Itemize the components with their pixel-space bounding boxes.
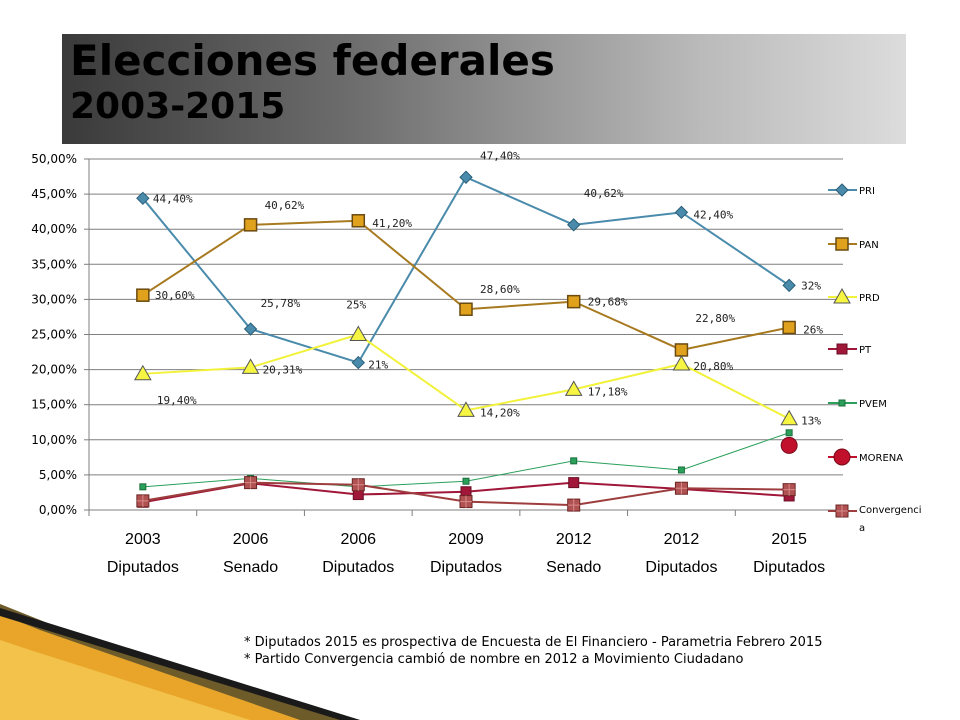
legend-marker-pan xyxy=(835,237,849,251)
x-tick-label: Diputados xyxy=(430,559,502,576)
point-pri xyxy=(136,191,150,206)
point-pri xyxy=(459,170,473,184)
data-label-pan: 28,60% xyxy=(480,283,520,296)
point-pan xyxy=(566,294,581,309)
point-pri xyxy=(674,205,689,220)
y-tick-label: 25,00% xyxy=(31,328,77,342)
y-tick-label: 10,00% xyxy=(31,433,77,447)
x-tick-label: Diputados xyxy=(753,559,825,576)
legend-label-pri: PRI xyxy=(859,186,875,197)
legend-label-prd: PRD xyxy=(859,293,880,304)
point-pan xyxy=(459,302,473,316)
y-tick-label: 15,00% xyxy=(31,398,77,412)
data-label-prd: 17,18% xyxy=(588,385,628,398)
legend-marker-pri xyxy=(835,183,849,197)
x-tick-year: 2006 xyxy=(233,531,269,548)
data-label-pri: 47,40% xyxy=(480,149,520,162)
y-tick-label: 40,00% xyxy=(31,222,77,236)
data-label-pan: 29,68% xyxy=(588,296,628,309)
x-tick-label: Senado xyxy=(546,559,601,576)
data-label-prd: 20,31% xyxy=(263,363,303,376)
data-label-pan: 26% xyxy=(803,323,823,336)
legend-marker-morena xyxy=(833,448,851,466)
footnotes: * Diputados 2015 es prospectiva de Encue… xyxy=(244,634,822,668)
y-tick-label: 20,00% xyxy=(31,363,77,377)
point-pt xyxy=(568,477,580,489)
x-tick-year: 2012 xyxy=(556,531,592,548)
x-tick-year: 2012 xyxy=(664,531,700,548)
point-prd xyxy=(672,354,691,371)
data-label-pri: 21% xyxy=(368,359,388,372)
data-label-pri: 32% xyxy=(801,279,821,292)
x-tick-year: 2003 xyxy=(125,531,161,548)
x-tick-year: 2015 xyxy=(771,531,807,548)
data-label-prd: 13% xyxy=(801,415,821,428)
title-line-1: Elecciones federales xyxy=(70,36,555,85)
point-pvem xyxy=(785,429,793,437)
legend-label-pvem: PVEM xyxy=(859,399,887,410)
y-tick-label: 5,00% xyxy=(39,468,77,482)
data-label-pri: 42,40% xyxy=(693,208,733,221)
y-tick-label: 45,00% xyxy=(31,187,77,201)
point-pvem xyxy=(570,457,578,465)
data-label-pan: 40,62% xyxy=(265,199,305,212)
data-label-pri: 40,62% xyxy=(584,187,624,200)
legend-marker-pt xyxy=(836,343,848,355)
footnote-2: * Partido Convergencia cambió de nombre … xyxy=(244,652,744,667)
legend-label-pt: PT xyxy=(859,345,872,356)
legend-marker-pvem xyxy=(838,399,846,407)
data-label-pan: 22,80% xyxy=(695,312,735,325)
point-prd xyxy=(349,325,368,341)
point-morena xyxy=(780,436,798,454)
title-banner: Elecciones federales 2003-2015 xyxy=(62,34,906,144)
x-tick-label: Diputados xyxy=(107,559,179,576)
legend-marker-prd xyxy=(833,287,851,304)
point-pvem xyxy=(139,483,147,491)
data-label-pan: 41,20% xyxy=(372,217,412,230)
point-pri xyxy=(782,278,796,293)
point-pan xyxy=(243,218,258,232)
data-label-pri: 44,40% xyxy=(153,192,193,205)
legend-label-convergencia-wrap: a xyxy=(859,523,865,534)
x-tick-year: 2006 xyxy=(340,531,376,548)
data-label-prd: 25% xyxy=(346,299,366,312)
y-tick-label: 30,00% xyxy=(31,292,77,306)
point-prd xyxy=(241,358,260,374)
point-pan xyxy=(351,214,366,228)
point-pan xyxy=(782,320,796,335)
x-tick-year: 2009 xyxy=(448,531,484,548)
data-label-pan: 30,60% xyxy=(155,289,195,302)
legend-label-convergencia: Convergenci xyxy=(859,505,922,516)
point-pvem xyxy=(677,466,685,474)
y-tick-label: 35,00% xyxy=(31,257,77,271)
footnote-1: * Diputados 2015 es prospectiva de Encue… xyxy=(244,635,823,650)
y-tick-label: 0,00% xyxy=(39,503,77,517)
y-tick-label: 50,00% xyxy=(31,152,77,166)
point-pri xyxy=(243,322,258,336)
page-title: Elecciones federales 2003-2015 xyxy=(70,38,555,130)
data-label-prd: 20,80% xyxy=(693,360,733,373)
data-label-prd: 14,20% xyxy=(480,406,520,419)
point-prd xyxy=(564,380,583,396)
point-pan xyxy=(136,288,150,302)
point-prd xyxy=(457,401,475,417)
data-label-prd: 19,40% xyxy=(157,394,197,407)
x-tick-label: Senado xyxy=(223,559,278,576)
legend-label-pan: PAN xyxy=(859,240,879,251)
point-prd xyxy=(133,364,152,381)
x-tick-label: Diputados xyxy=(645,559,717,576)
title-line-2: 2003-2015 xyxy=(70,86,286,127)
data-label-pri: 25,78% xyxy=(261,297,301,310)
point-pri xyxy=(567,218,581,232)
point-pri xyxy=(351,355,365,370)
x-tick-label: Diputados xyxy=(322,559,394,576)
point-prd xyxy=(780,409,799,426)
point-pvem xyxy=(462,477,470,485)
legend-label-morena: MORENA xyxy=(859,453,903,464)
